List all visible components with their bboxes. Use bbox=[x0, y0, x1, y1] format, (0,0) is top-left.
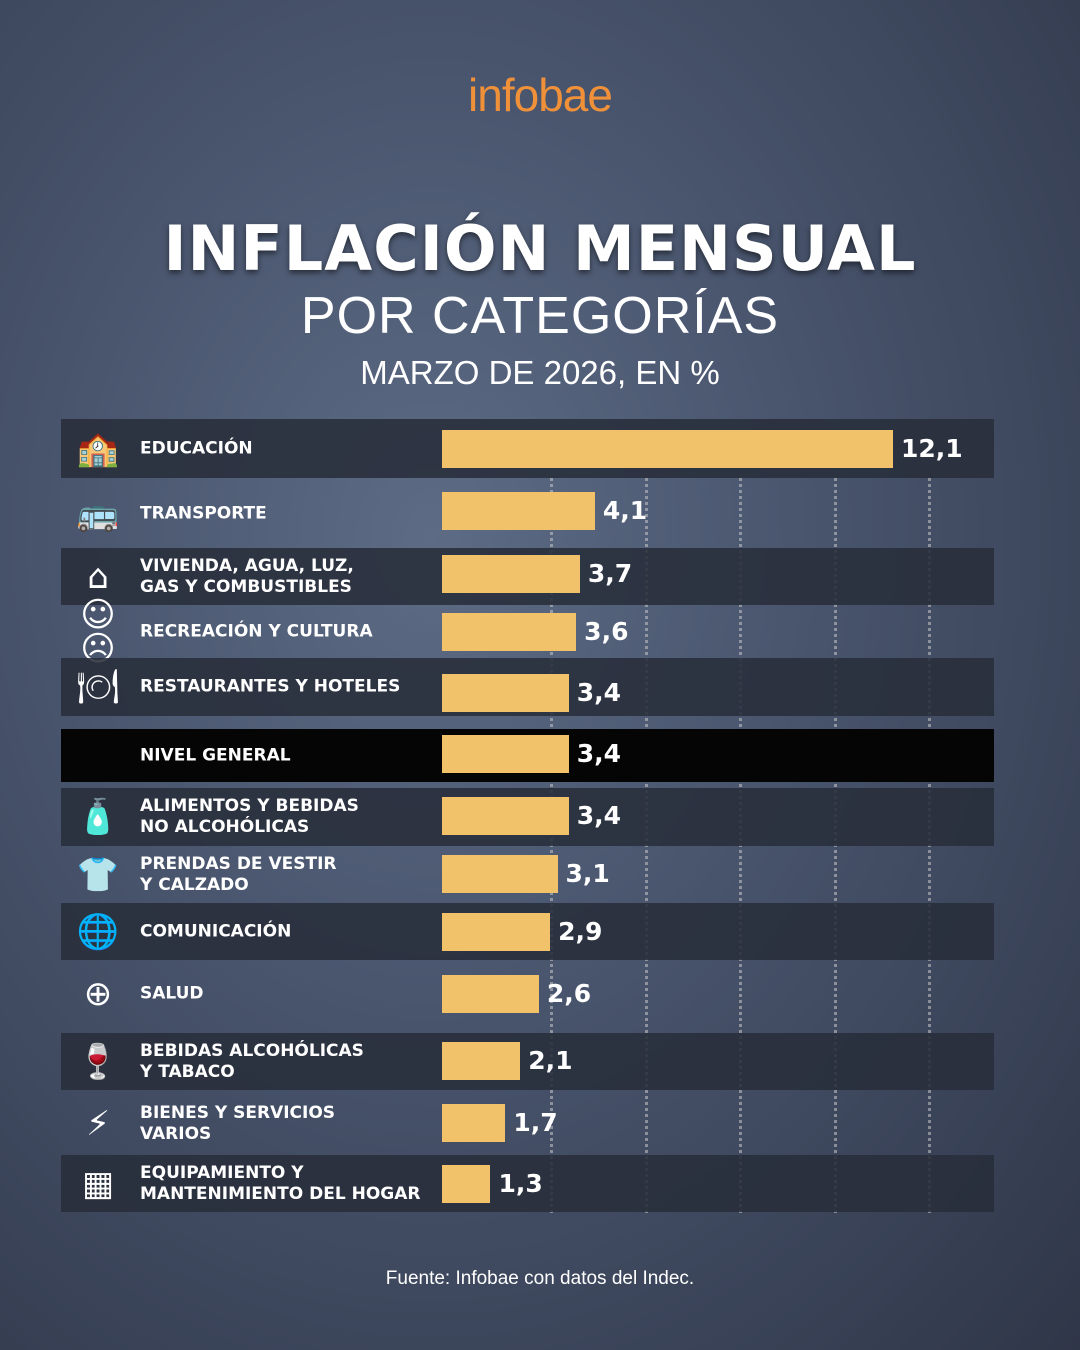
plate-cutlery-icon: 🍽 bbox=[76, 667, 120, 707]
category-label: PRENDAS DE VESTIR Y CALZADO bbox=[140, 853, 337, 895]
chart-subtitle: POR CATEGORÍAS bbox=[300, 287, 780, 345]
data-label: 3,7 bbox=[587, 559, 633, 588]
category-label: VIVIENDA, AGUA, LUZ, GAS Y COMBUSTIBLES bbox=[140, 555, 354, 597]
chart-period: MARZO DE 2026, EN % bbox=[360, 354, 720, 391]
category-label: RESTAURANTES Y HOTELES bbox=[140, 676, 401, 697]
data-label: 2,9 bbox=[558, 917, 603, 946]
category-label: BEBIDAS ALCOHÓLICAS Y TABACO bbox=[140, 1040, 364, 1082]
category-label: COMUNICACIÓN bbox=[140, 921, 292, 941]
category-label: ALIMENTOS Y BEBIDAS NO ALCOHÓLICAS bbox=[140, 796, 359, 837]
data-label: 3,4 bbox=[576, 739, 622, 768]
bus-icon: 🚌 bbox=[76, 494, 120, 534]
category-row: ⚡ BIENES Y SERVICIOS VARIOS bbox=[61, 1094, 994, 1154]
bar bbox=[442, 735, 569, 773]
theater-masks-icon: ☺☹ bbox=[80, 595, 116, 669]
bottle-icon: 🧴 bbox=[76, 797, 120, 837]
chart-title: INFLACIÓN MENSUAL bbox=[163, 212, 917, 285]
category-label: TRANSPORTE bbox=[140, 503, 267, 524]
category-row: ▦ EQUIPAMIENTO Y MANTENIMIENTO DEL HOGAR bbox=[61, 1155, 994, 1212]
data-label: 1,3 bbox=[498, 1169, 543, 1198]
bar bbox=[442, 492, 595, 530]
bar bbox=[442, 1042, 521, 1080]
bar bbox=[442, 555, 580, 593]
data-label: 3,4 bbox=[576, 678, 622, 707]
house-icon: ⌂ bbox=[87, 556, 109, 597]
data-label: 3,4 bbox=[576, 801, 622, 830]
lightning-icon: ⚡ bbox=[86, 1104, 110, 1144]
bar bbox=[442, 1165, 491, 1203]
category-label: EQUIPAMIENTO Y MANTENIMIENTO DEL HOGAR bbox=[140, 1162, 421, 1204]
category-row: 👕 PRENDAS DE VESTIR Y CALZADO bbox=[61, 846, 994, 903]
category-row: 🚌 TRANSPORTE bbox=[61, 484, 994, 544]
source-note: Fuente: Infobae con datos del Indec. bbox=[385, 1268, 695, 1289]
bar bbox=[442, 674, 569, 712]
health-pin-icon: ⊕ bbox=[83, 974, 113, 1014]
category-label: NIVEL GENERAL bbox=[140, 745, 291, 765]
wine-glass-icon: 🍷 bbox=[76, 1041, 120, 1082]
data-label: 3,6 bbox=[584, 617, 629, 646]
tshirt-icon: 👕 bbox=[76, 854, 120, 895]
bar bbox=[442, 797, 569, 835]
bar bbox=[442, 975, 539, 1013]
data-label: 4,1 bbox=[602, 496, 648, 525]
infobae-logo: infobae bbox=[468, 69, 613, 121]
school-icon: 🏫 bbox=[76, 428, 120, 469]
category-label: EDUCACIÓN bbox=[140, 438, 253, 458]
category-row: ⊕ SALUD bbox=[61, 964, 994, 1024]
bar bbox=[442, 913, 551, 951]
bar bbox=[442, 855, 558, 893]
data-label: 12,1 bbox=[901, 434, 963, 463]
globe-icon: 🌐 bbox=[76, 911, 120, 952]
category-label: BIENES Y SERVICIOS VARIOS bbox=[140, 1103, 336, 1144]
data-label: 2,1 bbox=[528, 1046, 573, 1075]
bar bbox=[442, 613, 577, 651]
category-row: 🍷 BEBIDAS ALCOHÓLICAS Y TABACO bbox=[61, 1033, 994, 1090]
bar bbox=[442, 1104, 506, 1142]
furniture-icon: ▦ bbox=[81, 1163, 115, 1204]
data-label: 3,1 bbox=[565, 859, 610, 888]
data-label: 2,6 bbox=[546, 979, 592, 1008]
bar bbox=[442, 430, 893, 468]
category-label: SALUD bbox=[140, 983, 204, 1004]
category-label: RECREACIÓN Y CULTURA bbox=[140, 621, 373, 642]
data-label: 1,7 bbox=[513, 1108, 558, 1137]
